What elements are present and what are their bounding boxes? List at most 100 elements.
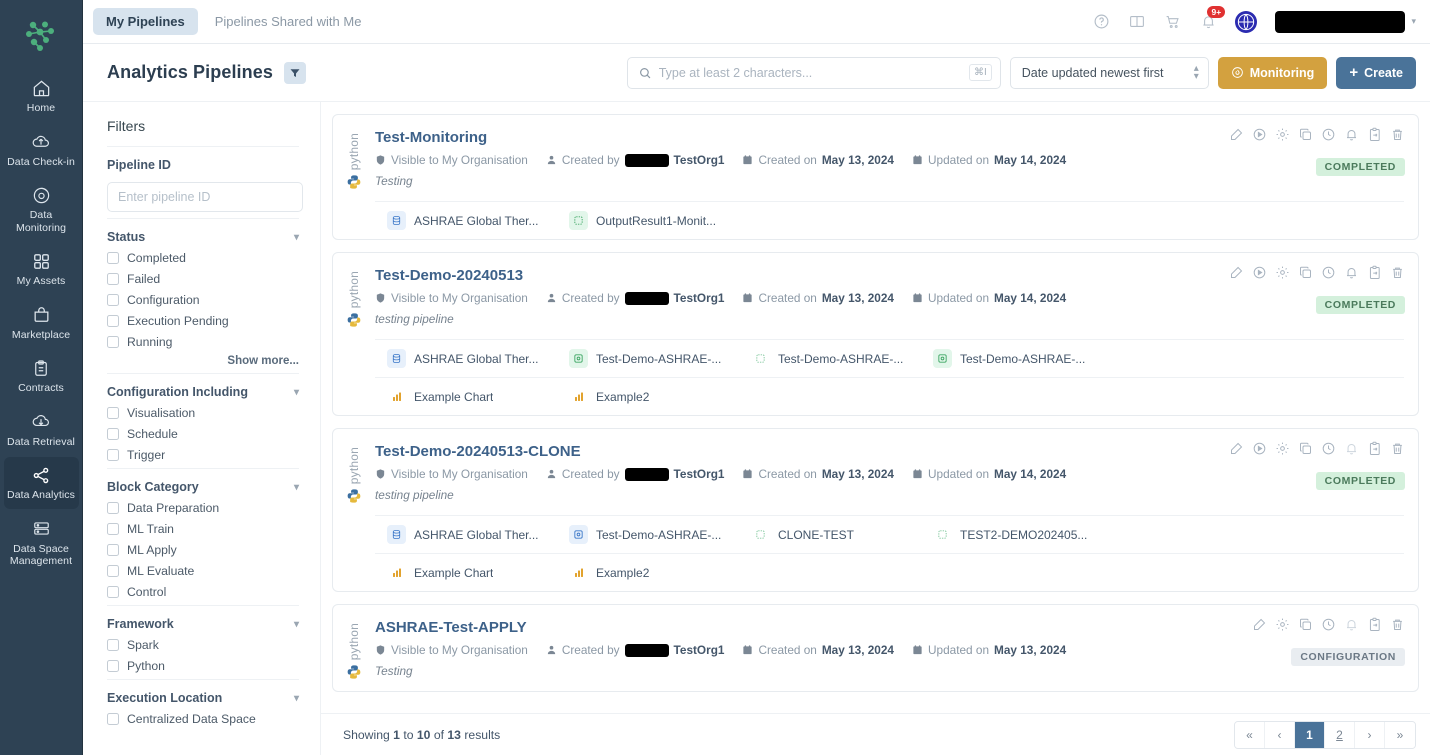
checkbox[interactable] <box>107 502 119 514</box>
page-prev-button[interactable]: ‹ <box>1265 721 1295 748</box>
block-tag[interactable]: Test-Demo-ASHRAE-... <box>751 349 933 368</box>
bell-icon[interactable]: 9+ <box>1200 6 1226 30</box>
sidebar-item-data-check-in[interactable]: Data Check-in <box>4 124 79 176</box>
block-tag[interactable]: Test-Demo-ASHRAE-... <box>933 349 1115 368</box>
clone-icon[interactable] <box>1298 441 1313 456</box>
filter-option-trigger[interactable]: Trigger <box>107 448 299 462</box>
checkbox[interactable] <box>107 660 119 672</box>
create-button[interactable]: + Create <box>1336 56 1416 89</box>
clone-icon[interactable] <box>1298 265 1313 280</box>
delete-icon[interactable] <box>1390 617 1405 632</box>
sidebar-item-home[interactable]: Home <box>4 70 79 122</box>
delete-icon[interactable] <box>1390 127 1405 142</box>
filter-section-header[interactable]: Status ▾ <box>107 230 299 244</box>
export-icon[interactable] <box>1367 441 1382 456</box>
filter-section-header[interactable]: Block Category ▾ <box>107 480 299 494</box>
chevron-down-icon[interactable]: ▾ <box>293 386 299 398</box>
export-icon[interactable] <box>1367 617 1382 632</box>
tab-pipelines-shared-with-me[interactable]: Pipelines Shared with Me <box>214 14 362 29</box>
notify-icon[interactable] <box>1344 265 1359 280</box>
checkbox[interactable] <box>107 565 119 577</box>
search-input[interactable] <box>658 65 969 80</box>
chevron-down-icon[interactable]: ▾ <box>293 618 299 630</box>
page-2-button[interactable]: 2 <box>1325 721 1355 748</box>
avatar[interactable] <box>1235 10 1258 33</box>
filter-section-header[interactable]: Configuration Including ▾ <box>107 385 299 399</box>
schedule-icon[interactable] <box>1321 441 1336 456</box>
run-icon[interactable] <box>1252 265 1267 280</box>
checkbox[interactable] <box>107 586 119 598</box>
run-icon[interactable] <box>1252 127 1267 142</box>
dataset-tag[interactable]: ASHRAE Global Ther... <box>387 211 569 230</box>
edit-icon[interactable] <box>1229 265 1244 280</box>
checkbox[interactable] <box>107 544 119 556</box>
block-tag[interactable]: OutputResult1-Monit... <box>569 211 751 230</box>
pipeline-title[interactable]: Test-Monitoring <box>375 129 488 146</box>
export-icon[interactable] <box>1367 265 1382 280</box>
checkbox[interactable] <box>107 315 119 327</box>
clone-icon[interactable] <box>1298 127 1313 142</box>
sidebar-item-data-space-management[interactable]: Data Space Management <box>4 511 79 575</box>
filter-option-running[interactable]: Running <box>107 335 299 349</box>
checkbox[interactable] <box>107 428 119 440</box>
checkbox[interactable] <box>107 273 119 285</box>
schedule-icon[interactable] <box>1321 127 1336 142</box>
pipeline-title[interactable]: Test-Demo-20240513 <box>375 267 524 284</box>
filter-section-header[interactable]: Execution Location ▾ <box>107 691 299 705</box>
notify-icon[interactable] <box>1344 127 1359 142</box>
schedule-icon[interactable] <box>1321 617 1336 632</box>
chart-tag[interactable]: Example2 <box>569 563 751 582</box>
sidebar-item-my-assets[interactable]: My Assets <box>4 243 79 295</box>
filter-option-centralized-data-space[interactable]: Centralized Data Space <box>107 712 299 726</box>
sidebar-item-data-analytics[interactable]: Data Analytics <box>3 457 79 509</box>
edit-icon[interactable] <box>1229 441 1244 456</box>
checkbox[interactable] <box>107 449 119 461</box>
dataset-tag[interactable]: ASHRAE Global Ther... <box>387 349 569 368</box>
run-icon[interactable] <box>1252 441 1267 456</box>
block-tag[interactable]: Test-Demo-ASHRAE-... <box>569 525 751 544</box>
checkbox[interactable] <box>107 407 119 419</box>
filter-section-header[interactable]: Pipeline ID <box>107 158 299 172</box>
settings-icon[interactable] <box>1275 127 1290 142</box>
chevron-down-icon[interactable]: ▾ <box>293 692 299 704</box>
pipeline-title[interactable]: ASHRAE-Test-APPLY <box>375 619 527 636</box>
pipeline-card[interactable]: python Test-Monitoring Visible to My Org… <box>332 114 1419 240</box>
pipeline-card[interactable]: python Test-Demo-20240513 Visible to My … <box>332 252 1419 416</box>
funnel-icon[interactable] <box>283 61 306 84</box>
export-icon[interactable] <box>1367 127 1382 142</box>
checkbox[interactable] <box>107 639 119 651</box>
filter-section-header[interactable]: Framework ▾ <box>107 617 299 631</box>
pipeline-card[interactable]: python ASHRAE-Test-APPLY Visible to My O… <box>332 604 1419 692</box>
filter-option-control[interactable]: Control <box>107 585 299 599</box>
filter-option-configuration[interactable]: Configuration <box>107 293 299 307</box>
settings-icon[interactable] <box>1275 441 1290 456</box>
sidebar-item-data-retrieval[interactable]: Data Retrieval <box>4 404 79 456</box>
clone-icon[interactable] <box>1298 617 1313 632</box>
filter-option-visualisation[interactable]: Visualisation <box>107 406 299 420</box>
chart-tag[interactable]: Example Chart <box>387 387 569 406</box>
settings-icon[interactable] <box>1275 265 1290 280</box>
edit-icon[interactable] <box>1229 127 1244 142</box>
page-last-button[interactable]: » <box>1385 721 1415 748</box>
filter-option-completed[interactable]: Completed <box>107 251 299 265</box>
block-tag[interactable]: Test-Demo-ASHRAE-... <box>569 349 751 368</box>
chevron-down-icon[interactable]: ▾ <box>293 481 299 493</box>
pipeline-card[interactable]: python Test-Demo-20240513-CLONE Visible … <box>332 428 1419 592</box>
cart-icon[interactable] <box>1164 13 1182 30</box>
sidebar-item-data-monitoring[interactable]: Data Monitoring <box>4 177 79 241</box>
user-name-redacted[interactable] <box>1275 10 1406 33</box>
sidebar-item-marketplace[interactable]: Marketplace <box>4 297 79 349</box>
filter-option-python[interactable]: Python <box>107 659 299 673</box>
block-tag[interactable]: CLONE-TEST <box>751 525 933 544</box>
filter-option-spark[interactable]: Spark <box>107 638 299 652</box>
chart-tag[interactable]: Example2 <box>569 387 751 406</box>
tab-my-pipelines[interactable]: My Pipelines <box>93 8 198 35</box>
filter-option-data-preparation[interactable]: Data Preparation <box>107 501 299 515</box>
filter-option-schedule[interactable]: Schedule <box>107 427 299 441</box>
schedule-icon[interactable] <box>1321 265 1336 280</box>
chevron-down-icon[interactable]: ▾ <box>1411 16 1416 26</box>
filter-option-ml-apply[interactable]: ML Apply <box>107 543 299 557</box>
notify-icon[interactable] <box>1344 617 1359 632</box>
sidebar-item-contracts[interactable]: Contracts <box>4 350 79 402</box>
filter-option-ml-evaluate[interactable]: ML Evaluate <box>107 564 299 578</box>
